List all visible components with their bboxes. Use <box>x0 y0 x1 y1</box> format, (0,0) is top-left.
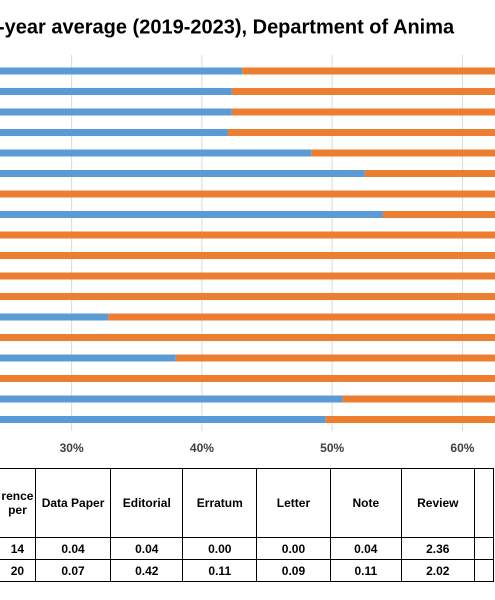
bar-segment <box>0 395 343 403</box>
bar-segment <box>175 354 495 362</box>
table-cell: 0.04 <box>110 537 184 560</box>
table-cell <box>473 559 495 582</box>
bar-segment <box>0 252 495 259</box>
table-cell: 0.00 <box>182 537 258 560</box>
table-cell: 0.04 <box>329 537 402 560</box>
data-table: rence per Data Paper Editorial Erratum Le… <box>0 468 495 582</box>
table-row: 20 0.07 0.42 0.11 0.09 0.11 2.02 <box>0 559 495 582</box>
header-cell: Letter <box>256 468 331 538</box>
chart-title: -year average (2019-2023), Department of… <box>0 16 455 38</box>
bar-segment <box>0 313 109 321</box>
bar-segment <box>0 293 495 300</box>
x-tick-label: 60% <box>450 441 474 455</box>
x-tick-label: 50% <box>320 441 344 455</box>
bar-segment <box>0 375 495 382</box>
bar-segment <box>0 272 495 280</box>
bar-segment <box>0 129 228 136</box>
bar-segment <box>0 211 383 218</box>
table-cell: 0.04 <box>34 537 112 560</box>
bar-segment <box>108 313 495 321</box>
bar-segment <box>364 170 495 177</box>
bar-segment <box>0 354 176 362</box>
table-cell: 2.02 <box>400 559 475 582</box>
header-cell: Data Paper <box>34 468 112 538</box>
bar-segment <box>242 67 495 75</box>
x-tick-label: 30% <box>60 441 84 455</box>
table-row: 14 0.04 0.04 0.00 0.00 0.04 2.36 <box>0 537 495 560</box>
bar-segment <box>0 67 243 75</box>
table-cell: 2.36 <box>400 537 475 560</box>
header-line: per <box>8 503 27 517</box>
bar-segment <box>0 416 326 423</box>
bar-segment <box>342 395 495 403</box>
bar-segment <box>0 170 365 177</box>
bar-segment <box>311 149 495 157</box>
bar-segment <box>0 149 312 157</box>
header-cell: rence per <box>0 468 36 538</box>
table-cell: 0.09 <box>256 559 331 582</box>
table-cell: 14 <box>0 537 36 560</box>
chart: -year average (2019-2023), Department of… <box>0 16 495 455</box>
table-cell: 0.11 <box>329 559 402 582</box>
x-tick-label: 40% <box>190 441 214 455</box>
bar-segment <box>325 416 495 423</box>
table-cell: 0.42 <box>110 559 184 582</box>
table-cell: 20 <box>0 559 36 582</box>
bar-segment <box>0 231 495 239</box>
bar-segment <box>231 88 495 95</box>
header-cell: Erratum <box>182 468 258 538</box>
bar-segment <box>0 334 495 341</box>
bar-segment <box>0 190 495 198</box>
header-cell: Editorial <box>110 468 184 538</box>
table-cell: 0.07 <box>34 559 112 582</box>
bar-segment <box>382 211 495 218</box>
table-cell <box>473 537 495 560</box>
header-cell: Note <box>329 468 402 538</box>
header-cell <box>473 468 495 538</box>
bar-segment <box>227 129 495 136</box>
bar-segment <box>0 88 232 95</box>
plot-area <box>0 67 495 423</box>
table-cell: 0.00 <box>256 537 331 560</box>
bar-segment <box>0 108 232 116</box>
bar-segment <box>231 108 495 116</box>
header-line: rence <box>1 489 34 503</box>
header-cell: Review <box>400 468 475 538</box>
table-cell: 0.11 <box>182 559 258 582</box>
